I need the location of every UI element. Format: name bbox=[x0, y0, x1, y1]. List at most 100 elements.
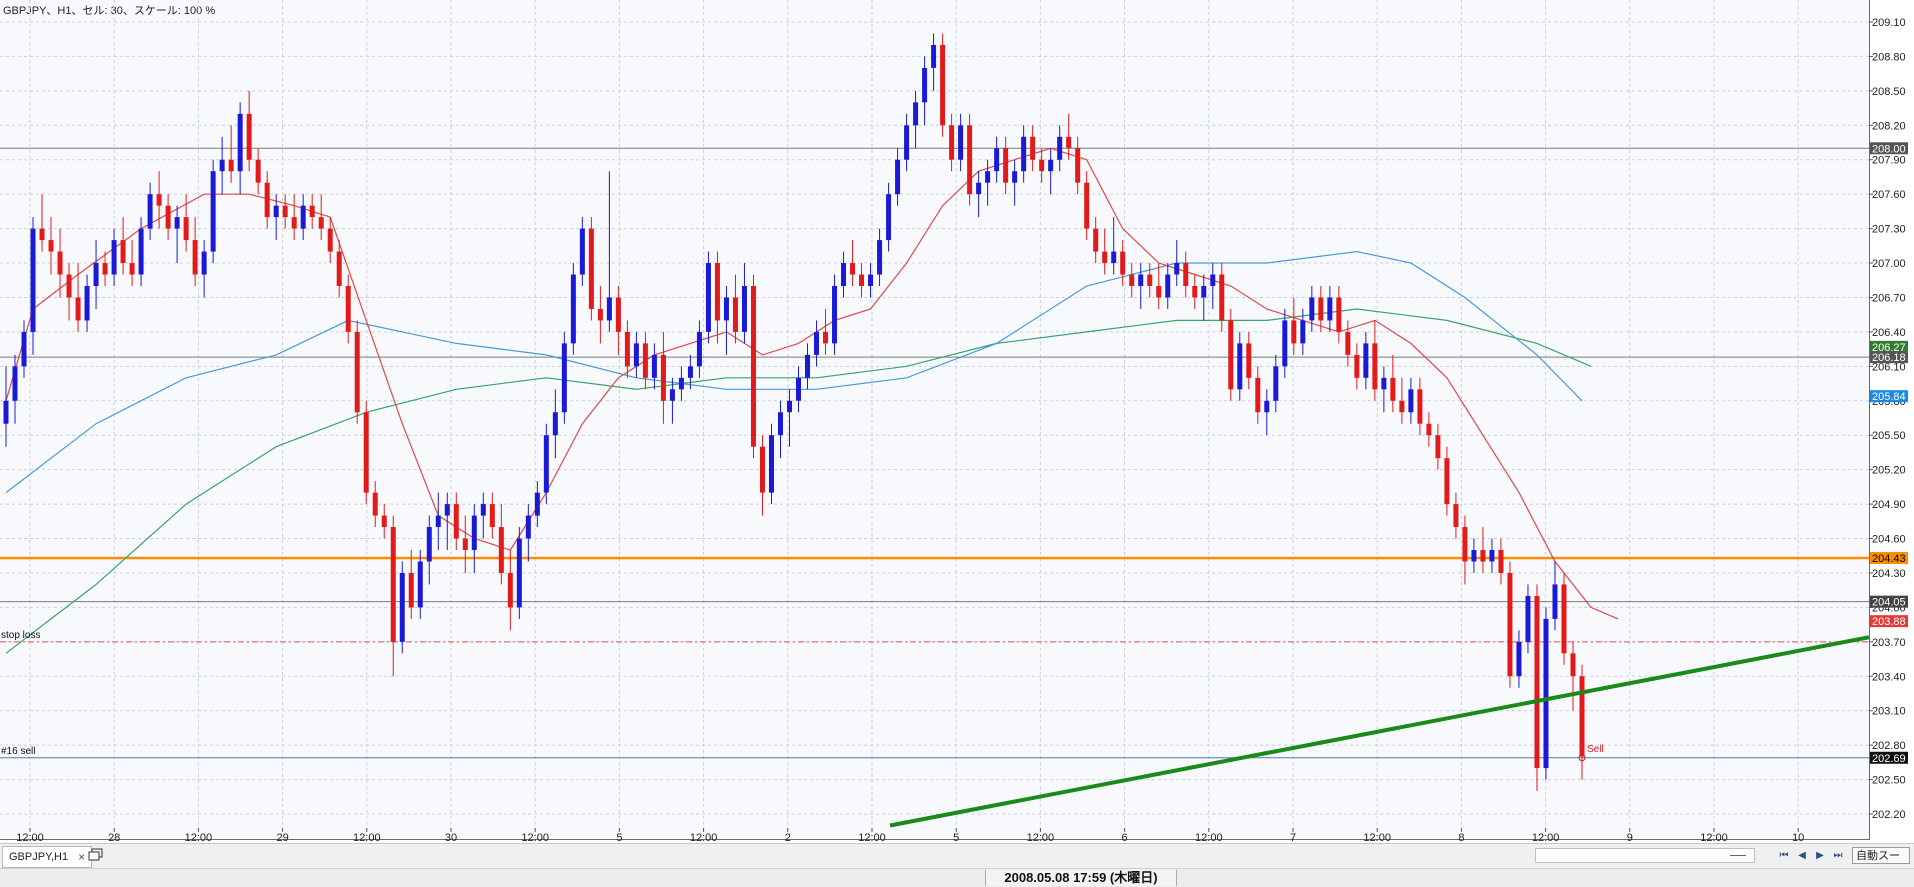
price-tag-label: 206.27 bbox=[1872, 342, 1906, 354]
candle-body bbox=[1201, 286, 1207, 298]
candle-body bbox=[1246, 343, 1252, 378]
candle-body bbox=[1111, 251, 1117, 264]
candle-body bbox=[1345, 331, 1351, 355]
candle-body bbox=[1012, 171, 1018, 183]
horizontal-scrollbar[interactable] bbox=[1535, 848, 1755, 863]
candle-body bbox=[21, 331, 27, 367]
candle-body bbox=[1543, 618, 1549, 769]
candle-body bbox=[913, 102, 919, 126]
auto-scroll-button[interactable]: 自動スー bbox=[1852, 847, 1910, 864]
candle-body bbox=[264, 182, 270, 218]
y-tick-label: 208.50 bbox=[1872, 86, 1906, 98]
candle-body bbox=[1192, 286, 1198, 298]
chart-area[interactable]: GBPJPY、H1、セル: 30、スケール: 100 % 209.10 208.8… bbox=[0, 0, 1908, 843]
candle-body bbox=[904, 125, 910, 160]
candle-body bbox=[1147, 274, 1153, 286]
candle-body bbox=[949, 125, 955, 160]
candle-body bbox=[399, 572, 405, 642]
candle-body bbox=[507, 572, 513, 608]
candle-body bbox=[886, 194, 892, 241]
price-tag bbox=[1870, 552, 1908, 565]
scroll-prev-icon[interactable]: ◀ bbox=[1798, 850, 1806, 861]
y-tick-label: 204.90 bbox=[1872, 499, 1906, 511]
candle-body bbox=[408, 572, 414, 608]
candle-body bbox=[246, 113, 252, 160]
candle-body bbox=[273, 205, 279, 218]
candle-body bbox=[1291, 320, 1297, 344]
duplicate-window-icon[interactable] bbox=[88, 848, 104, 862]
candle-body bbox=[1255, 377, 1261, 413]
price-tag bbox=[1870, 340, 1908, 353]
candle-body bbox=[201, 251, 207, 275]
scroll-next-icon[interactable]: ▶ bbox=[1816, 850, 1824, 861]
x-tick-label: 10 bbox=[1792, 832, 1804, 843]
candle-body bbox=[1417, 389, 1423, 424]
chart-tab-gbpjpy[interactable]: GBPJPY,H1 × bbox=[2, 846, 93, 868]
sell-marker-icon bbox=[1578, 754, 1586, 762]
candle-body bbox=[696, 331, 702, 367]
candle-body bbox=[30, 228, 36, 332]
scroll-last-icon[interactable]: ⏭ bbox=[1833, 850, 1843, 861]
candle-body bbox=[1264, 400, 1270, 413]
candle-body bbox=[498, 527, 504, 573]
candle-body bbox=[282, 205, 288, 218]
candle-body bbox=[642, 343, 648, 378]
candle-body bbox=[814, 331, 820, 355]
y-tick-label: 202.50 bbox=[1872, 775, 1906, 787]
candle-body bbox=[597, 308, 603, 321]
candle-body bbox=[1273, 366, 1279, 401]
x-tick-label: 9 bbox=[1627, 832, 1633, 843]
scroll-first-icon[interactable]: ⏮ bbox=[1779, 850, 1789, 861]
candle-body bbox=[210, 171, 216, 252]
price-tag-label: 208.00 bbox=[1872, 143, 1906, 155]
candle-body bbox=[1093, 228, 1099, 252]
status-bar: 2008.05.08 17:59 (木曜日) bbox=[0, 868, 1914, 887]
candle-body bbox=[1300, 320, 1306, 344]
candle-body bbox=[859, 274, 865, 286]
price-tag-label: 206.18 bbox=[1872, 352, 1906, 364]
price-tag bbox=[1870, 615, 1908, 628]
candle-body bbox=[768, 435, 774, 493]
y-tick-label: 203.40 bbox=[1872, 671, 1906, 683]
x-tick-label: 6 bbox=[1122, 832, 1128, 843]
x-tick-label: 12:00 bbox=[521, 832, 549, 843]
x-tick-label: 5 bbox=[953, 832, 959, 843]
candle-body bbox=[1426, 423, 1432, 436]
stop-loss-label: stop loss bbox=[1, 630, 40, 641]
candle-body bbox=[967, 125, 973, 195]
candle-body bbox=[796, 377, 802, 401]
candle-body bbox=[381, 515, 387, 528]
candle-body bbox=[111, 240, 117, 275]
candle-body bbox=[1372, 343, 1378, 390]
candle-body bbox=[723, 297, 729, 321]
candle-body bbox=[102, 263, 108, 275]
candle-body bbox=[93, 263, 99, 286]
price-tag-label: 202.69 bbox=[1872, 753, 1906, 765]
chart-tab-bar: GBPJPY,H1 × ⏮ ◀ ▶ ⏭ 自動スー bbox=[0, 843, 1914, 868]
x-tick-label: 5 bbox=[616, 832, 622, 843]
candle-body bbox=[1021, 136, 1027, 172]
candle-body bbox=[1003, 148, 1009, 183]
candle-body bbox=[183, 217, 189, 241]
close-icon[interactable]: × bbox=[78, 850, 86, 864]
candle-body bbox=[1363, 343, 1369, 378]
candle-body bbox=[462, 538, 468, 550]
candle-body bbox=[1498, 550, 1504, 573]
candle-body bbox=[651, 354, 657, 378]
candle-body bbox=[1552, 584, 1558, 619]
candle-body bbox=[156, 194, 162, 206]
candle-body bbox=[1534, 595, 1540, 769]
scrollbar-thumb[interactable] bbox=[1730, 855, 1746, 856]
candle-body bbox=[1453, 504, 1459, 528]
order-16-label: #16 sell bbox=[1, 746, 35, 757]
candle-body bbox=[1480, 550, 1486, 562]
y-tick-label: 208.20 bbox=[1872, 120, 1906, 132]
price-chart[interactable]: 209.10 208.80 208.50 208.20 207.90 207.60 207.… bbox=[0, 0, 1914, 843]
candle-body bbox=[237, 113, 243, 172]
candle-body bbox=[1282, 320, 1288, 367]
candle-body bbox=[777, 412, 783, 436]
x-tick-label: 12:00 bbox=[353, 832, 381, 843]
ma-blue-line bbox=[5, 250, 1583, 494]
candle-body bbox=[1381, 377, 1387, 390]
y-tick-label: 204.60 bbox=[1872, 534, 1906, 546]
